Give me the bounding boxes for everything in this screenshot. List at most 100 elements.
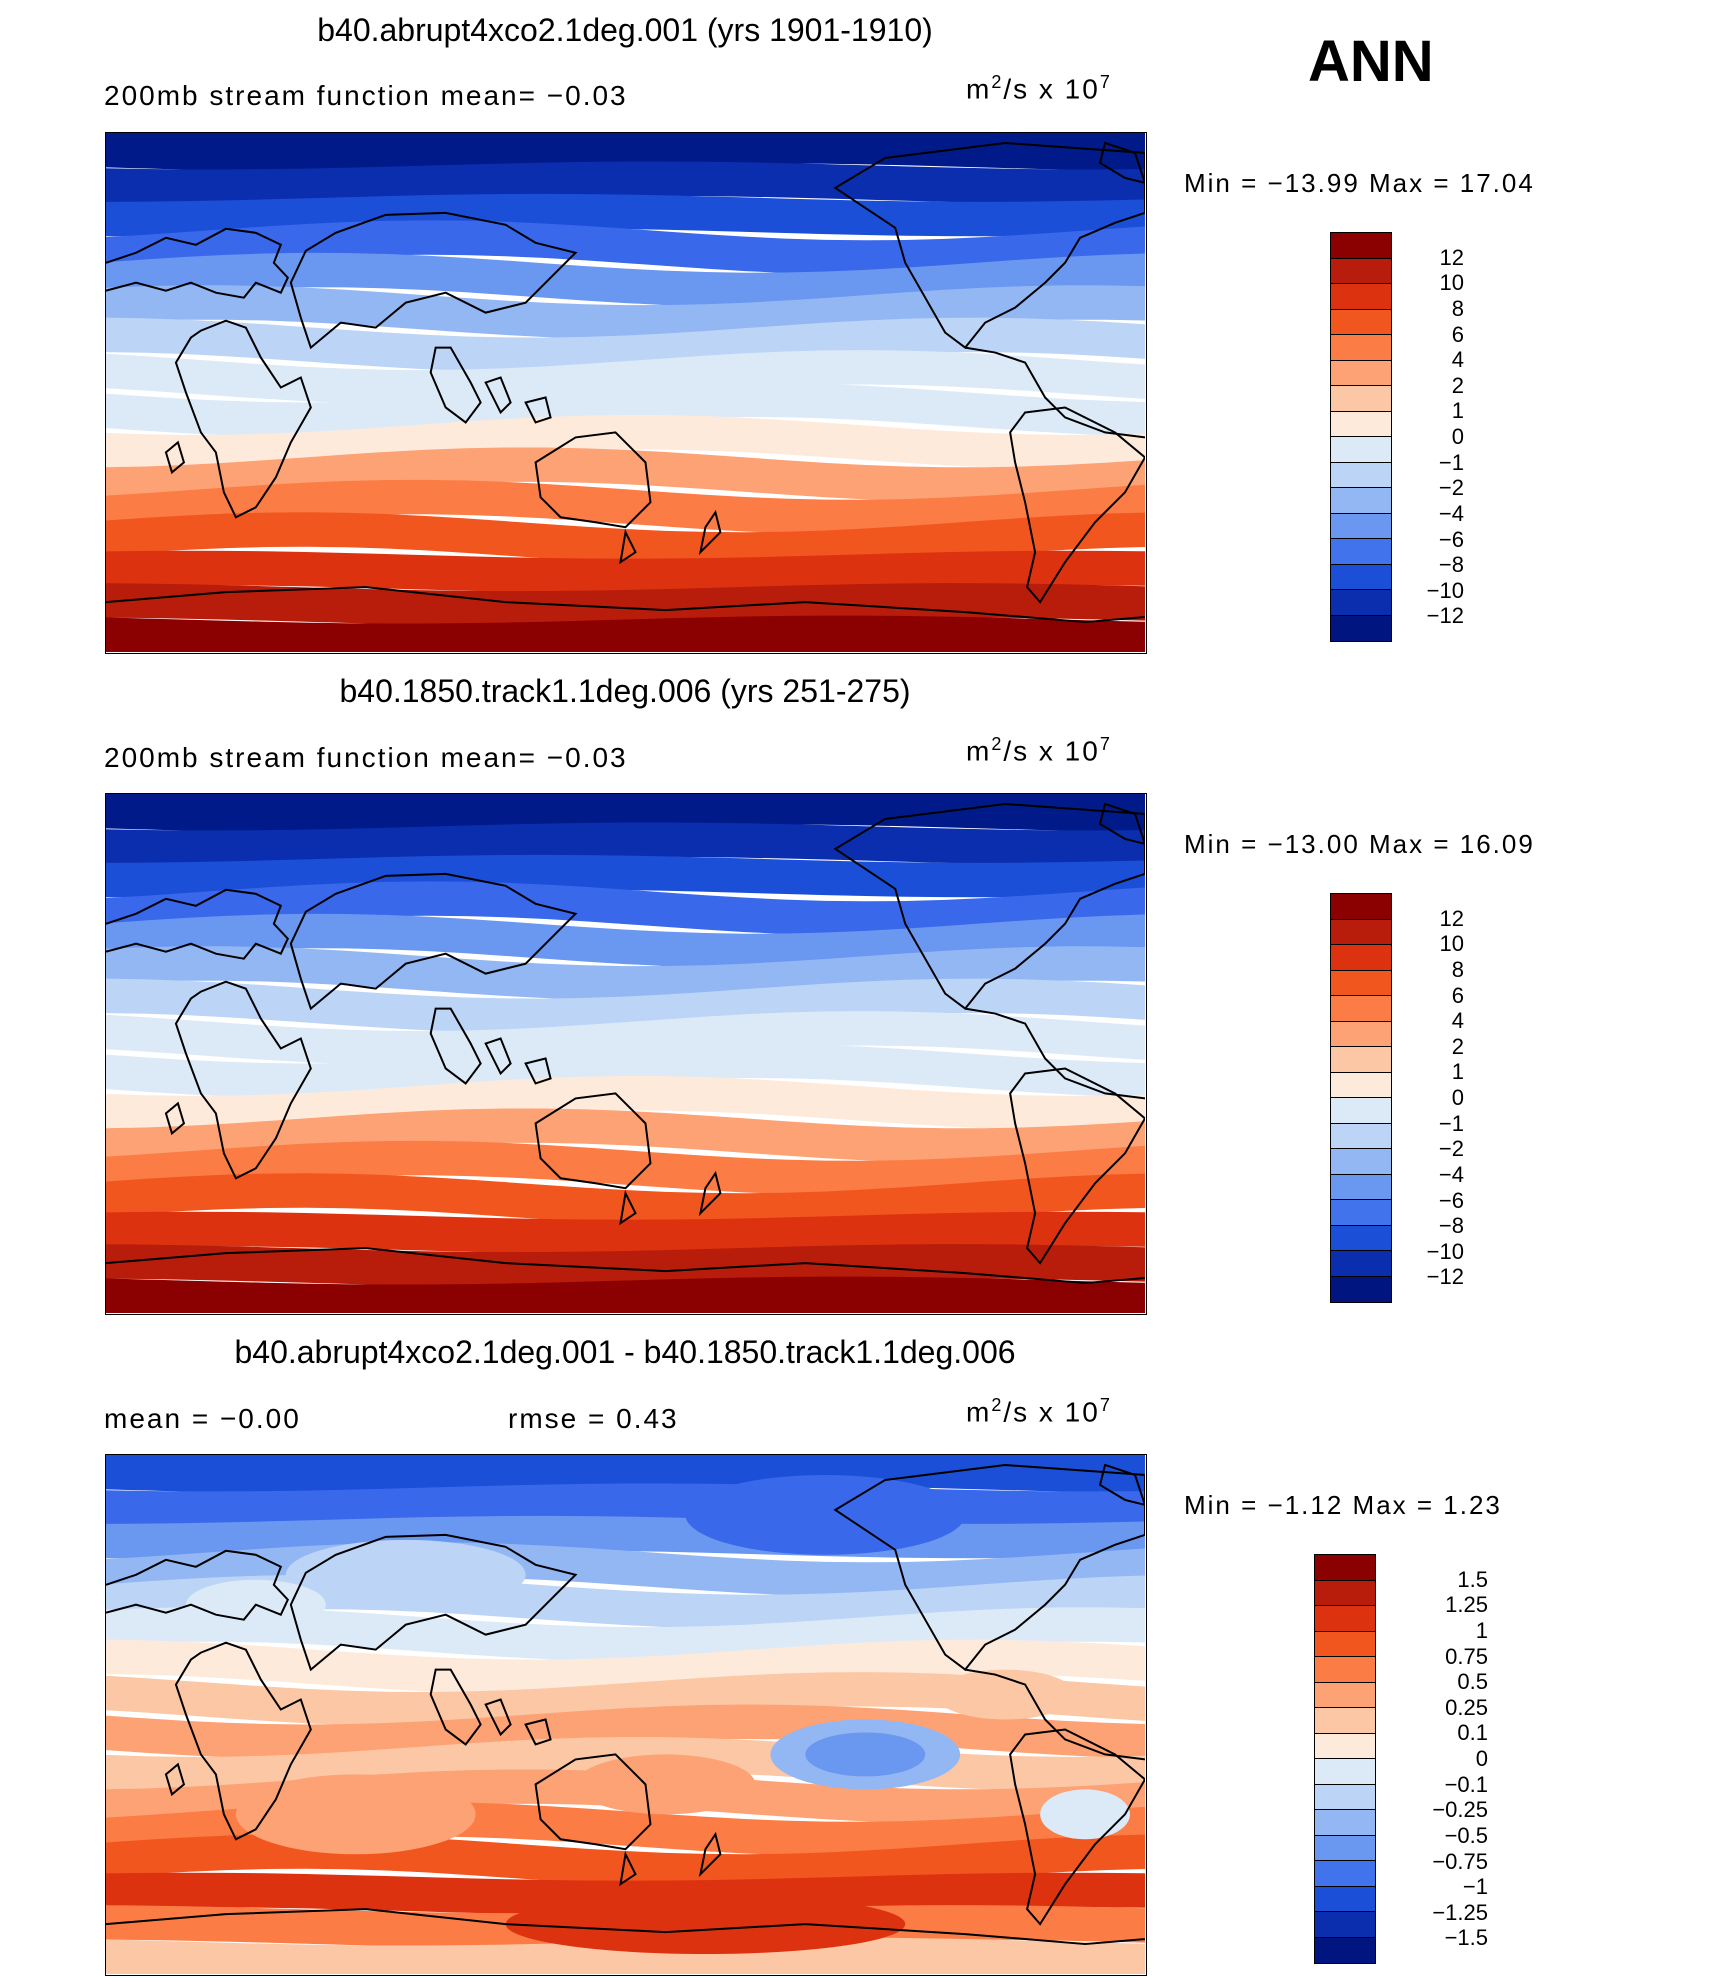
colorbar-segment	[1315, 1555, 1375, 1581]
panel2-colorbar-labels: 12 10 8 6 4 2 1 0 −1 −2 −4 −6 −8 −10 −12	[1402, 893, 1502, 1303]
panel1-title: b40.abrupt4xco2.1deg.001 (yrs 1901-1910)	[317, 12, 933, 48]
colorbar-segment	[1315, 1937, 1375, 1963]
colorbar-tick-label: −6	[1438, 526, 1464, 552]
colorbar-segment	[1315, 1759, 1375, 1785]
coastline	[619, 529, 637, 565]
colorbar-tick-label: 0	[1451, 424, 1464, 449]
season-label: ANN	[1308, 29, 1434, 94]
coastline	[106, 586, 1145, 624]
colorbar-tick-label: −4	[1438, 500, 1464, 526]
contour-band	[106, 913, 1145, 969]
colorbar-segment	[1331, 945, 1391, 971]
anomaly-region	[805, 1732, 926, 1777]
contour-band	[106, 881, 1145, 936]
contour-band	[106, 1211, 1145, 1255]
colorbar-segment	[1315, 1580, 1375, 1606]
coastline	[619, 1851, 637, 1887]
coastline	[289, 1533, 578, 1672]
colorbar-tick-label: 0	[1451, 1085, 1464, 1110]
panel1-minmax: Min = −13.99 Max = 17.04	[1184, 168, 1535, 198]
coastline	[524, 1718, 552, 1746]
colorbar-tick-label: 10	[1439, 931, 1464, 957]
anomaly-region	[935, 1669, 1076, 1720]
contour-band	[106, 1244, 1145, 1287]
contour-band	[106, 1043, 1145, 1098]
colorbar-tick-label: −12	[1426, 1264, 1464, 1290]
contour-band	[106, 978, 1145, 1033]
contour-band	[106, 382, 1145, 437]
coastline	[106, 227, 290, 299]
panel2-title: b40.1850.track1.1deg.006 (yrs 251-275)	[339, 673, 911, 709]
colorbar-segment	[1331, 1225, 1391, 1251]
colorbar-tick-label: −8	[1438, 552, 1464, 578]
anomaly-region	[685, 1474, 966, 1555]
colorbar-tick-label: 0.1	[1457, 1720, 1488, 1746]
coastline	[174, 980, 312, 1180]
colorbar-segment	[1331, 1200, 1391, 1226]
panel3-colorbar-labels: 1.5 1.25 1 0.75 0.5 0.25 0.1 0 −0.1 −0.25 −0.5 −0.7…	[1386, 1554, 1496, 1964]
anomaly-region	[1040, 1789, 1131, 1840]
coastline	[484, 1698, 512, 1737]
coastline	[484, 1037, 512, 1076]
panel3-title: b40.abrupt4xco2.1deg.001 - b40.1850.trac…	[234, 1334, 1016, 1370]
colorbar-segment	[1331, 284, 1391, 310]
panel3-rmse: rmse = 0.43	[508, 1403, 679, 1434]
coastline	[106, 1908, 1145, 1946]
colorbar-segment	[1315, 1682, 1375, 1708]
colorbar-segment	[1331, 513, 1391, 539]
coastline	[534, 1092, 652, 1190]
colorbar-segment	[1315, 1631, 1375, 1657]
colorbar-tick-label: −2	[1438, 475, 1464, 501]
coastline	[833, 802, 1145, 1010]
colorbar-segment	[1331, 970, 1391, 996]
colorbar-tick-label: −2	[1438, 1136, 1464, 1162]
contour-band	[106, 1704, 1145, 1759]
colorbar-segment	[1331, 462, 1391, 488]
coastline	[106, 888, 290, 960]
coastline	[619, 1190, 637, 1226]
coastline	[1098, 1463, 1145, 1506]
colorbar-segment	[1331, 1123, 1391, 1149]
panel2-minmax: Min = −13.00 Max = 16.09	[1184, 829, 1535, 859]
colorbar-segment	[1331, 1047, 1391, 1073]
colorbar-segment	[1331, 309, 1391, 335]
colorbar-tick-label: 1.25	[1445, 1592, 1488, 1618]
panel2-map	[105, 793, 1147, 1315]
colorbar-segment	[1315, 1912, 1375, 1938]
panel3-minmax: Min = −1.12 Max = 1.23	[1184, 1490, 1502, 1520]
colorbar-segment	[1331, 1072, 1391, 1098]
anomaly-region	[575, 1754, 756, 1815]
colorbar-segment	[1315, 1835, 1375, 1861]
panel2-units: m2/s x 107	[966, 734, 1112, 767]
panel1-units: m2/s x 107	[966, 72, 1112, 105]
panel3-map	[105, 1454, 1147, 1976]
colorbar-segment	[1315, 1886, 1375, 1912]
contour-band	[106, 794, 1145, 833]
colorbar-tick-label: 2	[1451, 1033, 1464, 1059]
contour-band	[106, 1872, 1145, 1916]
colorbar-segment	[1315, 1657, 1375, 1683]
colorbar-segment	[1331, 1149, 1391, 1175]
contour-band	[106, 1639, 1145, 1694]
coastline	[698, 1831, 722, 1878]
anomaly-blobs	[185, 1474, 1131, 1955]
contour-band	[106, 615, 1145, 652]
colorbar-segment	[1331, 919, 1391, 945]
colorbar-segment	[1331, 1251, 1391, 1277]
colorbar-tick-label: −1	[1462, 1874, 1488, 1900]
colorbar-tick-label: −0.25	[1432, 1797, 1488, 1823]
coastline	[484, 376, 512, 415]
contour-band	[106, 583, 1145, 626]
panel1-colorbar-labels: 12 10 8 6 4 2 1 0 −1 −2 −4 −6 −8 −10 −12	[1402, 232, 1502, 642]
coastlines	[106, 141, 1145, 624]
coastline	[1009, 1728, 1145, 1926]
panel2-colorbar	[1330, 893, 1392, 1303]
colorbar-tick-label: −1	[1438, 1110, 1464, 1136]
coastline	[106, 1549, 290, 1621]
colorbar-tick-label: −0.1	[1444, 1771, 1488, 1797]
colorbar-tick-label: 1	[1475, 1617, 1488, 1643]
contour-bands	[106, 133, 1145, 652]
colorbar-tick-label: 4	[1451, 1008, 1464, 1034]
colorbar-segment	[1331, 233, 1391, 259]
colorbar-segment	[1315, 1810, 1375, 1836]
